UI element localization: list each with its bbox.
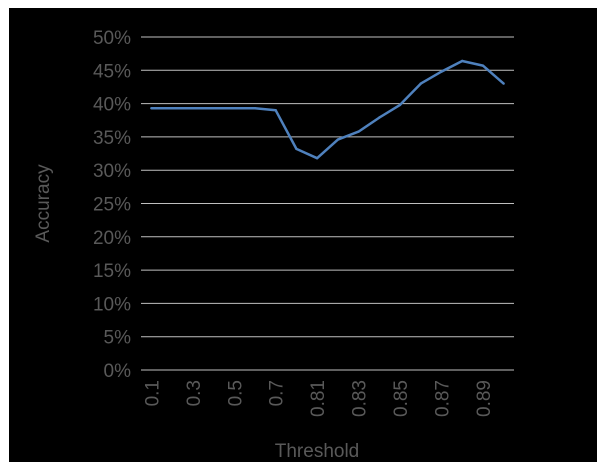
x-tick-label: 0.3	[184, 380, 205, 406]
data-point	[191, 107, 195, 110]
x-tick-label: 0.89	[474, 380, 495, 417]
data-point	[274, 109, 277, 112]
series-group	[150, 59, 505, 160]
data-point	[460, 59, 464, 63]
data-point	[315, 157, 319, 160]
x-tick-label: 0.1	[142, 380, 163, 406]
x-tick-label: 0.85	[391, 380, 412, 417]
y-tick-label: 15%	[93, 261, 131, 282]
y-tick-label: 40%	[93, 95, 131, 116]
data-point	[440, 70, 443, 73]
x-tick-label: 0.7	[267, 380, 288, 406]
y-tick-label: 10%	[93, 294, 131, 315]
y-tick-label: 20%	[93, 228, 131, 249]
x-tick-label: 0.5	[225, 380, 246, 406]
data-point	[295, 147, 298, 151]
y-tick-label: 50%	[93, 28, 131, 49]
x-axis-label: Threshold	[275, 441, 360, 462]
y-tick-label: 0%	[104, 361, 132, 382]
x-tick-label: 0.83	[350, 380, 371, 417]
data-point	[253, 107, 257, 110]
data-point	[378, 116, 381, 119]
data-point	[212, 107, 215, 110]
line-chart: 0%5%10%15%20%25%30%35%40%45%50% 0.1 0.3 0.…	[33, 28, 514, 462]
y-axis-tick-labels: 0% 5% 10% 15% 20% 25% 30% 35% 40% 45% 50%	[93, 28, 131, 382]
x-tick-label: 0.81	[308, 380, 329, 417]
data-point	[170, 107, 174, 110]
data-point	[481, 64, 485, 67]
series-line	[151, 59, 505, 160]
chart-area: 0% 5% 10% 15% 20% 25% 30% 35% 40% 45% 50% 0.1 0.3 0.…	[9, 8, 597, 462]
x-tick-label: 0.87	[432, 380, 453, 417]
data-point	[336, 138, 340, 141]
gridlines	[141, 36, 514, 371]
data-point	[502, 82, 505, 85]
data-point	[398, 103, 402, 107]
y-tick-label: 25%	[93, 195, 131, 216]
y-tick-label: 45%	[93, 61, 131, 82]
y-tick-label: 35%	[93, 128, 131, 149]
data-point	[233, 107, 236, 110]
data-point	[357, 130, 360, 133]
y-tick-label: 30%	[93, 161, 131, 182]
y-tick-label: 5%	[104, 328, 132, 349]
y-axis-label: Accuracy	[33, 164, 54, 243]
data-point	[419, 82, 422, 85]
data-point	[150, 107, 153, 110]
x-axis-tick-labels: 0.1 0.3 0.5 0.7 0.81 0.83 0.85 0.87 0.89	[142, 380, 495, 417]
